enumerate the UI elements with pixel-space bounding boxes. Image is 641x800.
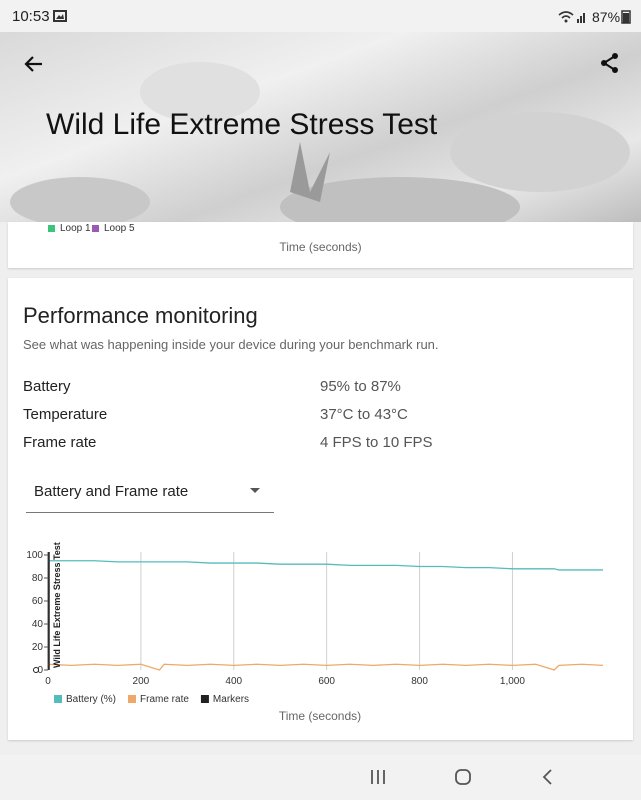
y-tick-label: 80 [32, 573, 44, 584]
status-bar: 10:53 87% [0, 0, 641, 32]
row-value: 95% to 87% [320, 378, 401, 395]
dropdown-arrow [250, 488, 260, 493]
row-value: 4 FPS to 10 FPS [320, 434, 433, 451]
x-tick-label: 1,000 [500, 676, 525, 687]
legend-swatch [92, 225, 99, 232]
data-line [48, 560, 603, 571]
y-tick-label: 60 [32, 596, 44, 607]
legend-label: Frame rate [140, 694, 189, 705]
x-axis-label: Time (seconds) [279, 709, 361, 723]
home-button[interactable] [454, 768, 472, 786]
share-button[interactable] [598, 51, 622, 75]
header: Wild Life Extreme Stress Test [0, 32, 641, 222]
back-button[interactable] [22, 52, 46, 76]
x-tick-label: 0 [45, 676, 51, 687]
page-title: Wild Life Extreme Stress Test [46, 108, 438, 141]
x-tick-label: 200 [133, 676, 150, 687]
gallery-icon [53, 10, 67, 22]
y-tick-label: 0 [37, 665, 43, 676]
section-title: Performance monitoring [23, 303, 258, 328]
axis-label: Time (seconds) [279, 240, 362, 254]
signal-icons [558, 11, 585, 23]
y-tick-label: 100 [26, 550, 43, 561]
row-label: Frame rate [23, 434, 97, 451]
x-tick-label: 400 [225, 676, 242, 687]
row-value: 37°C to 43°C [320, 406, 408, 423]
legend-swatch [128, 695, 137, 703]
header-art [10, 62, 630, 222]
legend-label: Loop 5 [104, 223, 135, 234]
battery-level: 87% [592, 9, 621, 25]
y-tick-label: 40 [32, 619, 44, 630]
clock: 10:53 [12, 8, 50, 25]
section-subtitle: See what was happening inside your devic… [23, 337, 439, 352]
row-label: Battery [23, 378, 71, 395]
nav-bar [0, 755, 641, 800]
x-tick-label: 800 [411, 676, 428, 687]
marker-label: Wild Life Extreme Stress Test [52, 542, 62, 668]
recents-button[interactable] [370, 769, 386, 785]
x-tick-label: 600 [318, 676, 335, 687]
battery-icon [621, 10, 631, 24]
back-nav-button[interactable] [540, 768, 554, 786]
legend-label: Loop 1 [60, 223, 91, 234]
performance-card: Performance monitoring See what was happ… [8, 278, 633, 740]
dropdown-value: Battery and Frame rate [34, 483, 189, 500]
legend-swatch [54, 695, 62, 703]
data-line [47, 663, 604, 671]
legend-label: Battery (%) [66, 694, 116, 705]
row-label: Temperature [23, 406, 108, 423]
chart: Time (seconds) 0 200 400 600 800 1,000 0 20 40 60… [26, 542, 604, 723]
legend-swatch [48, 225, 55, 232]
legend-label: Markers [213, 694, 249, 705]
y-tick-label: 20 [32, 642, 44, 653]
legend-swatch [200, 695, 209, 703]
previous-card: Loop 1 Loop 5 Time (seconds) [8, 222, 633, 268]
marker-dot [33, 667, 39, 673]
dropdown[interactable]: Battery and Frame rate [26, 464, 274, 513]
